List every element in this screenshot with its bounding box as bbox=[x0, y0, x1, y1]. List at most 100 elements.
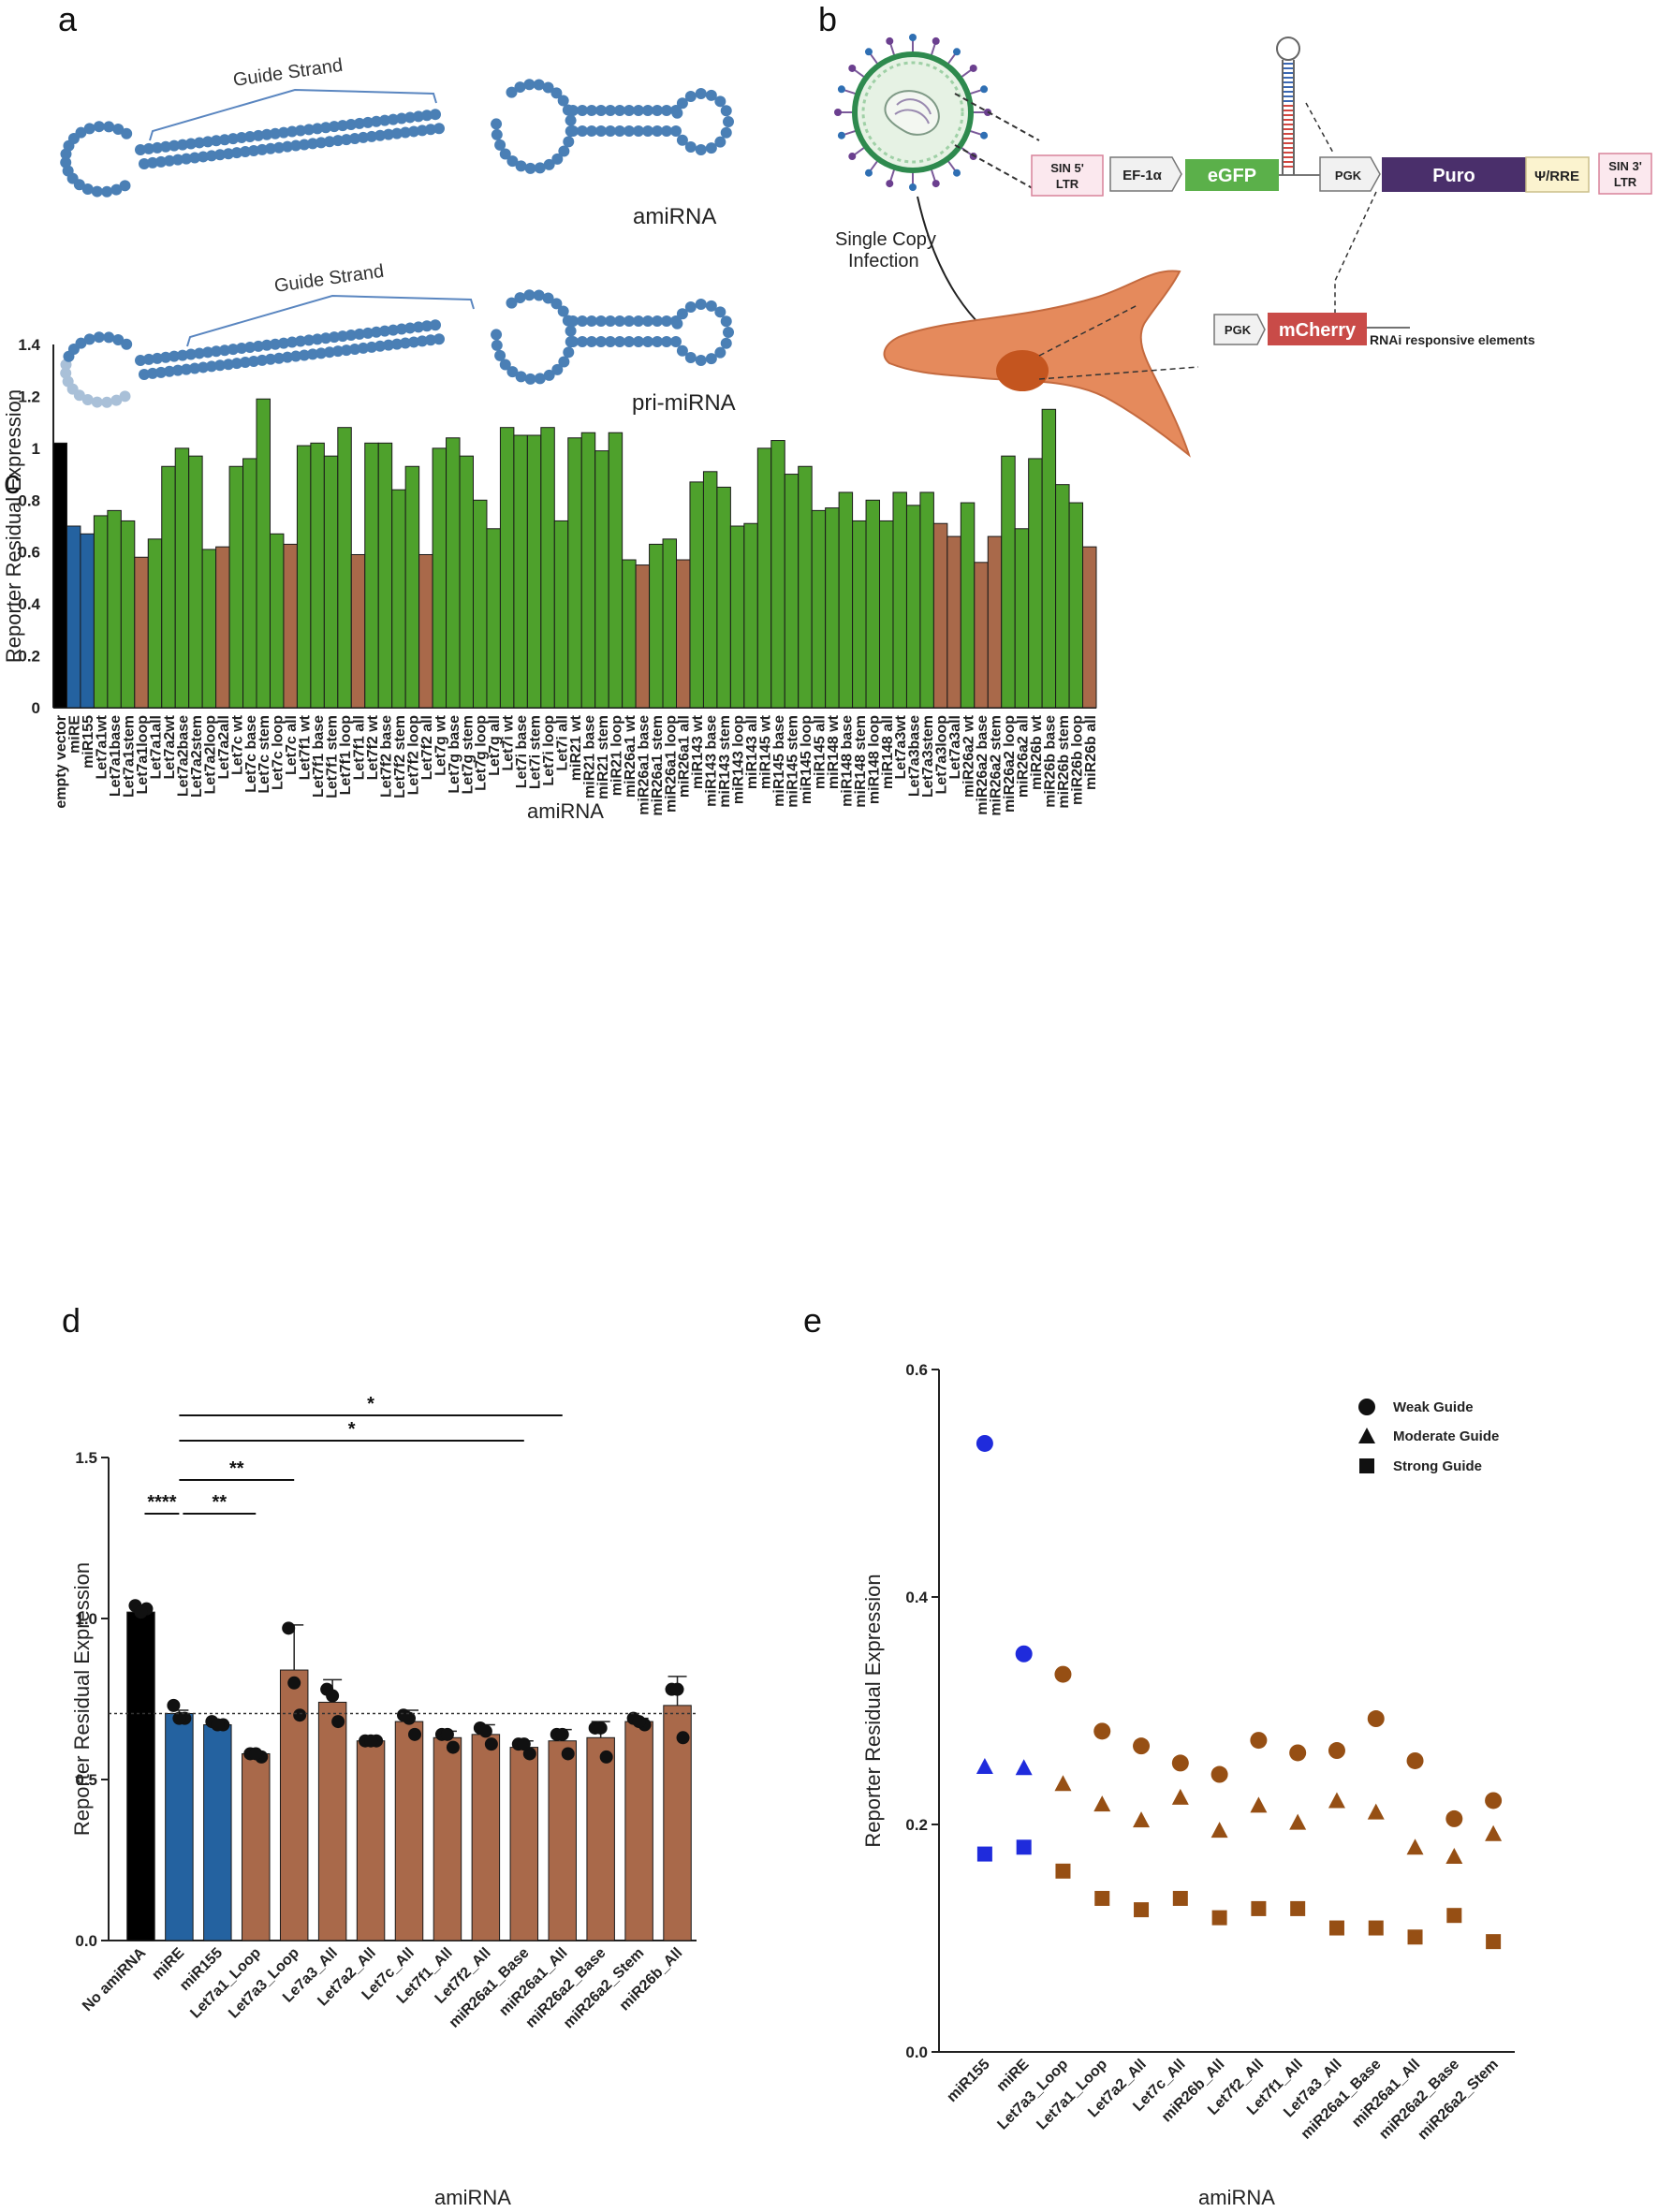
x-tick-label: miR148 stem bbox=[853, 715, 869, 808]
x-tick-label: miR26a2 all bbox=[1015, 715, 1031, 798]
nucleotide bbox=[542, 292, 554, 304]
egfp-gene: eGFP bbox=[1208, 166, 1256, 186]
bar bbox=[283, 543, 298, 709]
nucleotide bbox=[652, 125, 663, 137]
nucleotide bbox=[595, 315, 607, 327]
bar bbox=[608, 432, 624, 709]
nucleotide bbox=[642, 315, 653, 327]
x-tick-label: empty vector bbox=[53, 715, 69, 809]
point-weak-guide bbox=[1210, 1765, 1228, 1783]
point-moderate-guide bbox=[1250, 1796, 1268, 1813]
nucleotide bbox=[299, 349, 310, 361]
nucleotide bbox=[83, 123, 95, 135]
x-tick-label: miR143 base bbox=[704, 715, 720, 807]
bar bbox=[459, 455, 474, 709]
nucleotide bbox=[290, 350, 301, 362]
data-point bbox=[446, 1740, 460, 1754]
nucleotide bbox=[270, 127, 281, 139]
point-weak-guide bbox=[1289, 1744, 1307, 1762]
bar bbox=[404, 465, 420, 709]
nucleotide bbox=[307, 138, 318, 150]
x-tick-label: miR145 all bbox=[812, 715, 828, 789]
nucleotide bbox=[303, 334, 315, 346]
nucleotide bbox=[676, 344, 688, 357]
nucleotide bbox=[371, 115, 382, 127]
x-tick-label: Let7f2 base bbox=[378, 715, 394, 798]
nucleotide bbox=[714, 306, 726, 318]
y-tick-label: 0.0 bbox=[75, 1932, 97, 1950]
point-moderate-guide bbox=[1406, 1838, 1424, 1855]
y-tick-label: 0.4 bbox=[18, 595, 40, 613]
bar bbox=[960, 502, 976, 709]
nucleotide bbox=[624, 125, 635, 137]
y-axis-title: Reporter Residual Expression bbox=[2, 389, 25, 663]
nucleotide bbox=[633, 105, 644, 116]
nucleotide bbox=[91, 396, 103, 408]
legend-label: Strong Guide bbox=[1393, 1458, 1482, 1474]
nucleotide bbox=[315, 137, 327, 149]
nucleotide bbox=[514, 81, 526, 94]
nucleotide bbox=[147, 367, 158, 379]
nucleotide bbox=[533, 289, 545, 301]
nucleotide bbox=[169, 139, 180, 152]
nucleotide bbox=[720, 105, 732, 117]
nucleotide bbox=[362, 327, 374, 339]
nucleotide bbox=[515, 371, 527, 383]
nucleotide bbox=[515, 160, 527, 172]
nucleotide bbox=[189, 152, 200, 164]
nucleotide bbox=[670, 336, 682, 347]
nucleotide bbox=[514, 292, 526, 304]
nucleotide bbox=[391, 127, 403, 139]
data-point bbox=[331, 1715, 345, 1729]
point-weak-guide bbox=[1445, 1809, 1463, 1827]
nucleotide bbox=[577, 125, 588, 137]
amirna-structure bbox=[60, 79, 734, 198]
nucleotide bbox=[586, 336, 597, 347]
nucleotide bbox=[244, 341, 256, 353]
bar bbox=[1055, 484, 1070, 709]
y-tick-label: 0.2 bbox=[905, 1816, 928, 1834]
point-strong-guide bbox=[1446, 1908, 1462, 1924]
bar bbox=[784, 474, 800, 709]
x-tick-label: Let7g wt bbox=[433, 714, 448, 776]
nucleotide bbox=[345, 119, 357, 130]
bar bbox=[987, 535, 1003, 709]
bar bbox=[203, 1724, 232, 1941]
nucleotide bbox=[524, 373, 536, 385]
virus-spike-tip bbox=[969, 64, 977, 72]
guide-strand-label-top: Guide Strand bbox=[232, 55, 345, 91]
nucleotide bbox=[433, 123, 445, 135]
nucleotide bbox=[558, 145, 570, 157]
bar bbox=[201, 549, 217, 709]
significance-label: **** bbox=[147, 1492, 176, 1513]
legend-marker-circle bbox=[1358, 1399, 1375, 1415]
nucleotide bbox=[577, 336, 588, 347]
nucleotide bbox=[358, 131, 369, 143]
nucleotide bbox=[413, 321, 424, 333]
x-tick-label: Let7f1 base bbox=[311, 715, 327, 798]
data-point bbox=[676, 1731, 690, 1745]
bar bbox=[852, 520, 867, 709]
nucleotide bbox=[240, 146, 251, 158]
nucleotide bbox=[248, 144, 259, 156]
bar bbox=[770, 440, 785, 709]
nucleotide bbox=[248, 355, 259, 367]
nucleotide bbox=[670, 105, 682, 116]
nucleotide bbox=[354, 328, 365, 340]
bar bbox=[905, 505, 921, 709]
nucleotide bbox=[324, 346, 335, 359]
bar bbox=[174, 447, 190, 709]
panel-a-rna-structures: Guide Strand Guide Strand amiRNA pri-miR… bbox=[60, 55, 736, 416]
virus-spike-tip bbox=[980, 131, 989, 139]
bar bbox=[486, 528, 501, 709]
nucleotide bbox=[577, 315, 588, 327]
nucleotide bbox=[388, 113, 399, 125]
x-tick-label: Let7a2base bbox=[175, 715, 191, 797]
nucleotide bbox=[332, 345, 344, 358]
nucleotide bbox=[565, 114, 577, 126]
x-tick-label: Let7g loop bbox=[474, 715, 490, 791]
x-tick-label: Let7f2 loop bbox=[405, 715, 421, 796]
bar bbox=[215, 546, 230, 709]
nucleotide bbox=[273, 352, 285, 364]
bar bbox=[526, 434, 542, 709]
